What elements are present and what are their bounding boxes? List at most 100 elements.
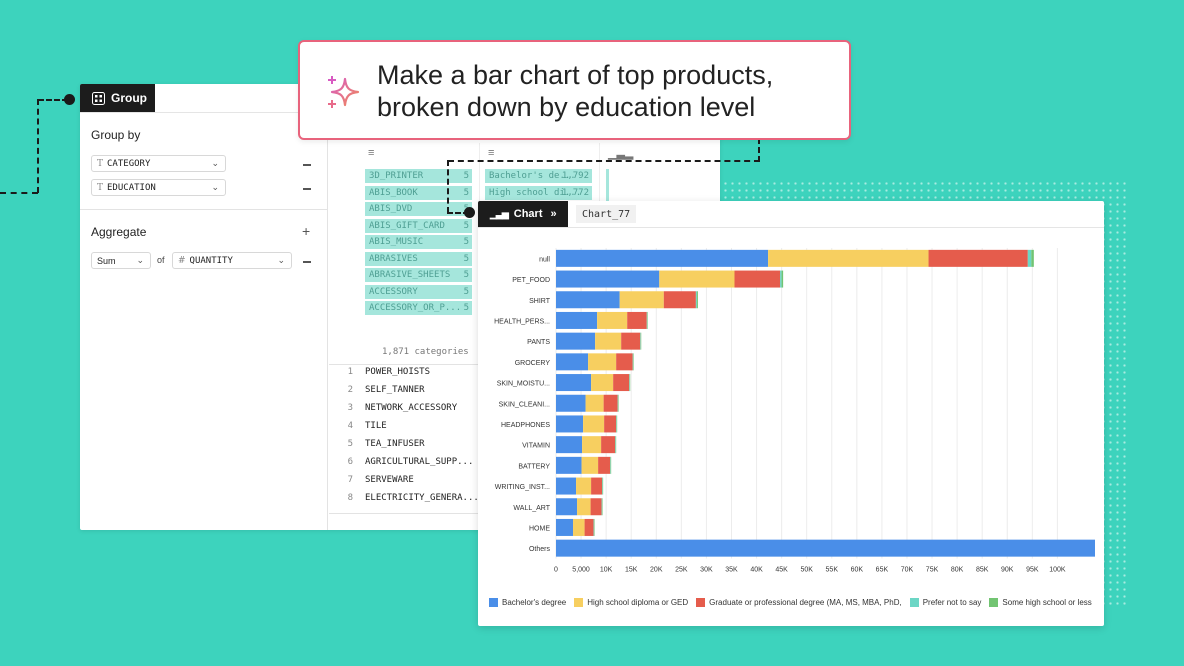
bar-segment[interactable] xyxy=(556,394,586,412)
bar-segment[interactable] xyxy=(633,353,634,371)
bar-segment[interactable] xyxy=(556,498,578,516)
bar-segment[interactable] xyxy=(582,436,602,454)
bar-segment[interactable] xyxy=(588,353,617,371)
bar-segment[interactable] xyxy=(591,374,614,392)
bar-segment[interactable] xyxy=(768,249,929,267)
bar-segment[interactable] xyxy=(619,291,664,309)
legend-item[interactable]: High school diploma or GED xyxy=(574,598,688,607)
bar-segment[interactable] xyxy=(632,353,634,371)
bar-segment[interactable] xyxy=(780,270,782,288)
bar-segment[interactable] xyxy=(604,415,617,433)
bar-segment[interactable] xyxy=(615,436,616,454)
bar-segment[interactable] xyxy=(556,353,589,371)
bar-segment[interactable] xyxy=(640,332,642,350)
bar-segment[interactable] xyxy=(601,498,603,516)
bar-segment[interactable] xyxy=(613,374,630,392)
bar-segment[interactable] xyxy=(585,394,604,412)
bar-segment[interactable] xyxy=(627,311,647,329)
bar-segment[interactable] xyxy=(603,394,618,412)
category-chip[interactable]: ACCESSORY_OR_P... 5 xyxy=(365,301,472,315)
category-chip[interactable]: ABIS_BOOK 5 xyxy=(365,185,472,200)
bar-segment[interactable] xyxy=(659,270,735,288)
bar-segment[interactable] xyxy=(590,498,602,516)
bar-segment[interactable] xyxy=(576,477,592,495)
chip-count: 5 xyxy=(463,171,469,181)
bar-segment[interactable] xyxy=(556,436,583,454)
legend-item[interactable]: Graduate or professional degree (MA, MS,… xyxy=(696,598,902,607)
expand-icon[interactable]: » xyxy=(550,208,557,220)
bar-segment[interactable] xyxy=(616,415,617,433)
bar-segment[interactable] xyxy=(598,456,611,474)
group-by-select-education[interactable]: T EDUCATION ⌄ xyxy=(91,179,226,196)
bar-segment[interactable] xyxy=(601,436,616,454)
bar-segment[interactable] xyxy=(556,539,1095,557)
bar-segment[interactable] xyxy=(556,477,577,495)
chart-tab[interactable]: ▁▃▅ Chart » xyxy=(478,201,568,227)
bar-segment[interactable] xyxy=(583,415,605,433)
add-aggregate-button[interactable]: + xyxy=(302,223,311,239)
bar-segment[interactable] xyxy=(556,456,582,474)
bar-segment[interactable] xyxy=(556,249,769,267)
bar-segment[interactable] xyxy=(621,332,641,350)
remove-aggregate-button[interactable] xyxy=(303,261,311,263)
category-chip[interactable]: ABIS_MUSIC 5 xyxy=(365,235,472,249)
remove-category-button[interactable] xyxy=(303,164,311,166)
bar-segment[interactable] xyxy=(629,374,630,392)
bar-segment[interactable] xyxy=(556,291,620,309)
bar-segment[interactable] xyxy=(573,518,585,536)
group-tab[interactable]: Group xyxy=(80,84,155,112)
bar-segment[interactable] xyxy=(928,249,1028,267)
bar-segment[interactable] xyxy=(556,332,596,350)
group-by-select-category[interactable]: T CATEGORY ⌄ xyxy=(91,155,226,172)
bar-segment[interactable] xyxy=(647,311,648,329)
bar-segment[interactable] xyxy=(696,291,698,309)
aggregate-func-select[interactable]: Sum ⌄ xyxy=(91,252,151,269)
bar-segment[interactable] xyxy=(597,311,628,329)
bar-segment[interactable] xyxy=(610,456,612,474)
bar-segment[interactable] xyxy=(556,311,598,329)
bar-segment[interactable] xyxy=(616,415,618,433)
category-chip[interactable]: 3D_PRINTER 5 xyxy=(365,169,472,183)
bar-segment[interactable] xyxy=(1031,249,1034,267)
bar-segment[interactable] xyxy=(663,291,696,309)
bar-segment[interactable] xyxy=(556,415,584,433)
bar-segment[interactable] xyxy=(615,436,617,454)
bar-segment[interactable] xyxy=(629,374,631,392)
bar-segment[interactable] xyxy=(593,518,595,536)
bar-segment[interactable] xyxy=(584,518,594,536)
category-chip[interactable]: ACCESSORY 5 xyxy=(365,284,472,299)
remove-education-button[interactable] xyxy=(303,188,311,190)
bar-segment[interactable] xyxy=(640,332,641,350)
bar-segment[interactable] xyxy=(1027,249,1032,267)
bar-segment[interactable] xyxy=(591,477,603,495)
bar-segment[interactable] xyxy=(602,498,603,516)
bar-segment[interactable] xyxy=(556,518,574,536)
row-number: 1 xyxy=(347,367,353,377)
bar-segment[interactable] xyxy=(602,477,603,495)
chart-name[interactable]: Chart_77 xyxy=(576,205,637,223)
bar-segment[interactable] xyxy=(595,332,622,350)
aggregate-field-select[interactable]: # QUANTITY ⌄ xyxy=(172,252,292,269)
bar-segment[interactable] xyxy=(646,311,648,329)
bar-segment[interactable] xyxy=(581,456,599,474)
education-chip[interactable]: Bachelor's de... 1,792 xyxy=(485,169,592,183)
bar-segment[interactable] xyxy=(594,518,595,536)
category-chip[interactable]: ABRASIVE_SHEETS 5 xyxy=(365,268,472,282)
bar-segment[interactable] xyxy=(556,374,592,392)
bar-segment[interactable] xyxy=(695,291,697,309)
bar-segment[interactable] xyxy=(781,270,784,288)
bar-segment[interactable] xyxy=(602,477,604,495)
legend-item[interactable]: Bachelor's degree xyxy=(489,598,566,607)
bar-segment[interactable] xyxy=(618,394,619,412)
legend-item[interactable]: Some high school or less xyxy=(989,598,1092,607)
bar-segment[interactable] xyxy=(556,270,660,288)
legend-item[interactable]: Prefer not to say xyxy=(909,598,981,607)
bar-segment[interactable] xyxy=(734,270,781,288)
education-chip[interactable]: High school di... 1,772 xyxy=(485,185,592,200)
bar-segment[interactable] xyxy=(577,498,591,516)
bar-segment[interactable] xyxy=(617,394,619,412)
category-chip[interactable]: ABRASIVES 5 xyxy=(365,251,472,266)
bar-segment[interactable] xyxy=(610,456,611,474)
category-chip[interactable]: ABIS_GIFT_CARD 5 xyxy=(365,218,472,233)
bar-segment[interactable] xyxy=(616,353,633,371)
